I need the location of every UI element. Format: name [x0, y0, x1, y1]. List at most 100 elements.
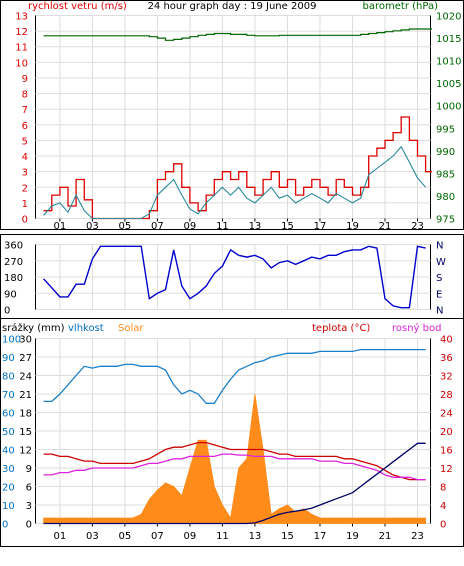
- rain-y-tick-label: 0: [26, 520, 32, 531]
- wind-y-tick-label: 0: [22, 215, 28, 226]
- x-tick-label: 01: [54, 221, 67, 232]
- x-tick-label: 19: [346, 221, 359, 232]
- compass-y-tick-label: N: [436, 306, 443, 317]
- temperature-y-tick-label: 36: [440, 353, 453, 364]
- x-tick-label: 07: [151, 221, 164, 232]
- wind-series: [43, 28, 433, 220]
- temperature-y-tick-label: 28: [440, 390, 453, 401]
- rain-line: [43, 442, 426, 525]
- rain-y-tick-label: 30: [19, 335, 32, 346]
- humidity-y-tick-label: 70: [2, 390, 15, 401]
- rain-y-tick-label: 27: [19, 353, 32, 364]
- rain-y-tick-label: 9: [26, 464, 32, 475]
- wind-grid: [35, 15, 431, 219]
- wind-y-tick-label: 2: [22, 183, 28, 194]
- temperature-y-tick-label: 4: [440, 501, 446, 512]
- wind-y-tick-label: 11: [15, 43, 28, 54]
- rain-y-tick-label: 24: [19, 372, 32, 383]
- direction-y-tick-label: 360: [4, 241, 23, 252]
- x-tick-label: 09: [184, 221, 197, 232]
- temperature-line: [43, 441, 426, 481]
- rain-y-tick-label: 21: [19, 390, 32, 401]
- baro-y-tick-label: 990: [436, 147, 455, 158]
- temperature-y-ticks: 0 4 8 12 16 20 24 28 32 36 40: [440, 335, 453, 531]
- wind-y-tick-label: 6: [22, 121, 28, 132]
- humidity-y-ticks: 0 10 20 30 40 50 60 70 80 90 100: [2, 335, 21, 531]
- baro-y-tick-label: 1000: [436, 102, 461, 113]
- baro-axis-title: barometr (hPa): [363, 1, 439, 12]
- compass-y-tick-label: E: [436, 289, 442, 300]
- baro-y-tick-label: 975: [436, 215, 455, 226]
- rain-y-ticks: 0 3 6 9 12 15 18 21 24 27 30: [19, 335, 32, 531]
- x-tick-label: 01: [54, 531, 67, 542]
- humidity-y-tick-label: 30: [2, 464, 15, 475]
- solar-area: [43, 393, 426, 524]
- wind-direction-line: [43, 245, 426, 309]
- x-tick-label: 15: [281, 531, 294, 542]
- temperature-y-tick-label: 24: [440, 409, 453, 420]
- x-tick-label: 17: [314, 531, 327, 542]
- solar-axis-title: Solar: [118, 323, 144, 334]
- wind-x-ticks: 01 03 05 07 09 11 13 15 17 19 21 23: [54, 218, 424, 232]
- x-tick-label: 07: [151, 531, 164, 542]
- wind-y-tick-label: 10: [15, 58, 28, 69]
- wind-y-tick-label: 13: [15, 12, 28, 23]
- x-tick-label: 21: [379, 531, 392, 542]
- x-tick-label: 03: [86, 531, 99, 542]
- humidity-y-tick-label: 10: [2, 501, 15, 512]
- humidity-y-tick-label: 80: [2, 372, 15, 383]
- rain-temp-panel: srážky (mm) vlhkost Solar teplota (°C) r…: [0, 318, 464, 547]
- compass-y-tick-label: N: [436, 241, 443, 252]
- wind-gust-line: [43, 145, 427, 220]
- rain-y-tick-label: 6: [26, 483, 32, 494]
- humidity-y-tick-label: 90: [2, 353, 15, 364]
- wind-axis-title: rychlost vetru (m/s): [28, 1, 127, 12]
- wind-y-tick-label: 8: [22, 90, 28, 101]
- direction-y-tick-label: 180: [4, 273, 23, 284]
- dewpoint-axis-title: rosný bod: [392, 322, 441, 334]
- wind-y-tick-label: 12: [15, 27, 28, 38]
- humidity-y-tick-label: 40: [2, 446, 15, 457]
- baro-y-tick-label: 980: [436, 192, 455, 203]
- direction-y-ticks: 0 90 180 270 360: [4, 241, 23, 317]
- direction-y-tick-label: 0: [4, 306, 10, 317]
- direction-y-tick-label: 90: [4, 289, 17, 300]
- temperature-y-tick-label: 16: [440, 446, 453, 457]
- x-tick-label: 11: [216, 531, 229, 542]
- x-tick-label: 13: [249, 221, 262, 232]
- temperature-y-tick-label: 12: [440, 464, 453, 475]
- rain-y-tick-label: 15: [19, 427, 32, 438]
- page-title: 24 hour graph day : 19 June 2009: [148, 1, 317, 12]
- wind-baro-panel: rychlost vetru (m/s) 24 hour graph day :…: [0, 0, 464, 232]
- x-tick-label: 13: [249, 531, 262, 542]
- x-tick-label: 17: [314, 221, 327, 232]
- baro-y-tick-label: 1010: [436, 57, 461, 68]
- direction-series: [43, 245, 426, 309]
- wind-plot-area: [35, 15, 431, 219]
- temperature-y-tick-label: 0: [440, 520, 446, 531]
- humidity-y-tick-label: 60: [2, 409, 15, 420]
- direction-y-tick-label: 270: [4, 257, 23, 268]
- x-tick-label: 11: [216, 221, 229, 232]
- wind-y-tick-label: 9: [22, 74, 28, 85]
- dewpoint-line: [43, 453, 426, 481]
- x-tick-label: 03: [86, 221, 99, 232]
- x-tick-label: 05: [119, 531, 132, 542]
- baro-y-tick-label: 1020: [436, 12, 461, 23]
- wind-y-tick-label: 3: [22, 168, 28, 179]
- humidity-line: [43, 348, 426, 404]
- wind-y-tick-label: 4: [22, 152, 28, 163]
- temperature-y-tick-label: 40: [440, 335, 453, 346]
- x-tick-label: 15: [281, 221, 294, 232]
- wind-y-tick-label: 7: [22, 105, 28, 116]
- humidity-y-tick-label: 0: [2, 520, 8, 531]
- temperature-y-tick-label: 20: [440, 427, 453, 438]
- barometer-line: [43, 28, 433, 41]
- wind-y-tick-label: 5: [22, 136, 28, 147]
- baro-y-tick-label: 1015: [436, 34, 461, 45]
- baro-y-tick-label: 985: [436, 169, 455, 180]
- x-tick-label: 19: [346, 531, 359, 542]
